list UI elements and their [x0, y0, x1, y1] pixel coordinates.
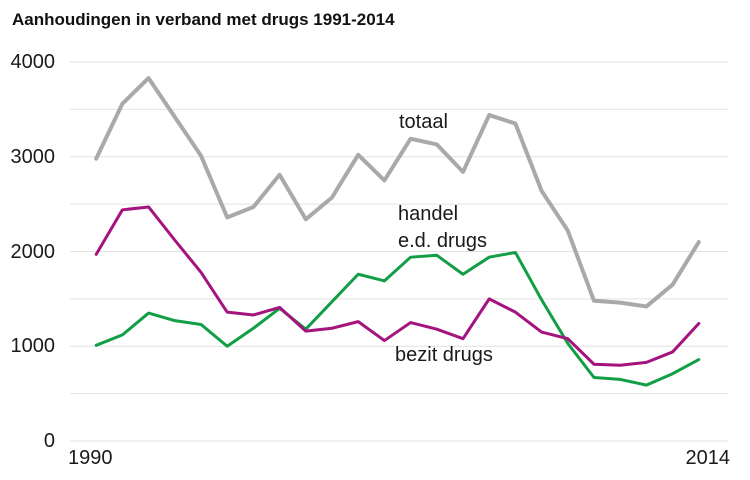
gridlines	[70, 61, 728, 442]
y-axis-tick-3000: 3000	[10, 145, 56, 168]
series-label-bezit-drugs: bezit drugs	[395, 344, 493, 366]
series-line-handel-drugs	[94, 250, 701, 387]
y-axis-tick-0: 0	[43, 430, 55, 452]
series-label-handel-line1: handel	[398, 203, 459, 225]
y-axis-tick-2000: 2000	[10, 240, 56, 263]
y-axis-tick-4000: 4000	[10, 51, 56, 73]
series-label-handel-drugs: handel e.d. drugs	[398, 201, 487, 255]
y-axis-tick-1000: 1000	[10, 335, 56, 358]
series-label-totaal: totaal	[399, 111, 448, 133]
chart-title: Aanhoudingen in verband met drugs 1991-2…	[12, 10, 395, 29]
series-line-totaal	[94, 76, 701, 309]
x-axis-tick-2014: 2014	[685, 447, 731, 469]
series-label-handel-line2: e.d. drugs	[398, 230, 487, 252]
series-line-bezit-drugs	[94, 205, 701, 367]
x-axis-tick-1990: 1990	[68, 447, 113, 469]
